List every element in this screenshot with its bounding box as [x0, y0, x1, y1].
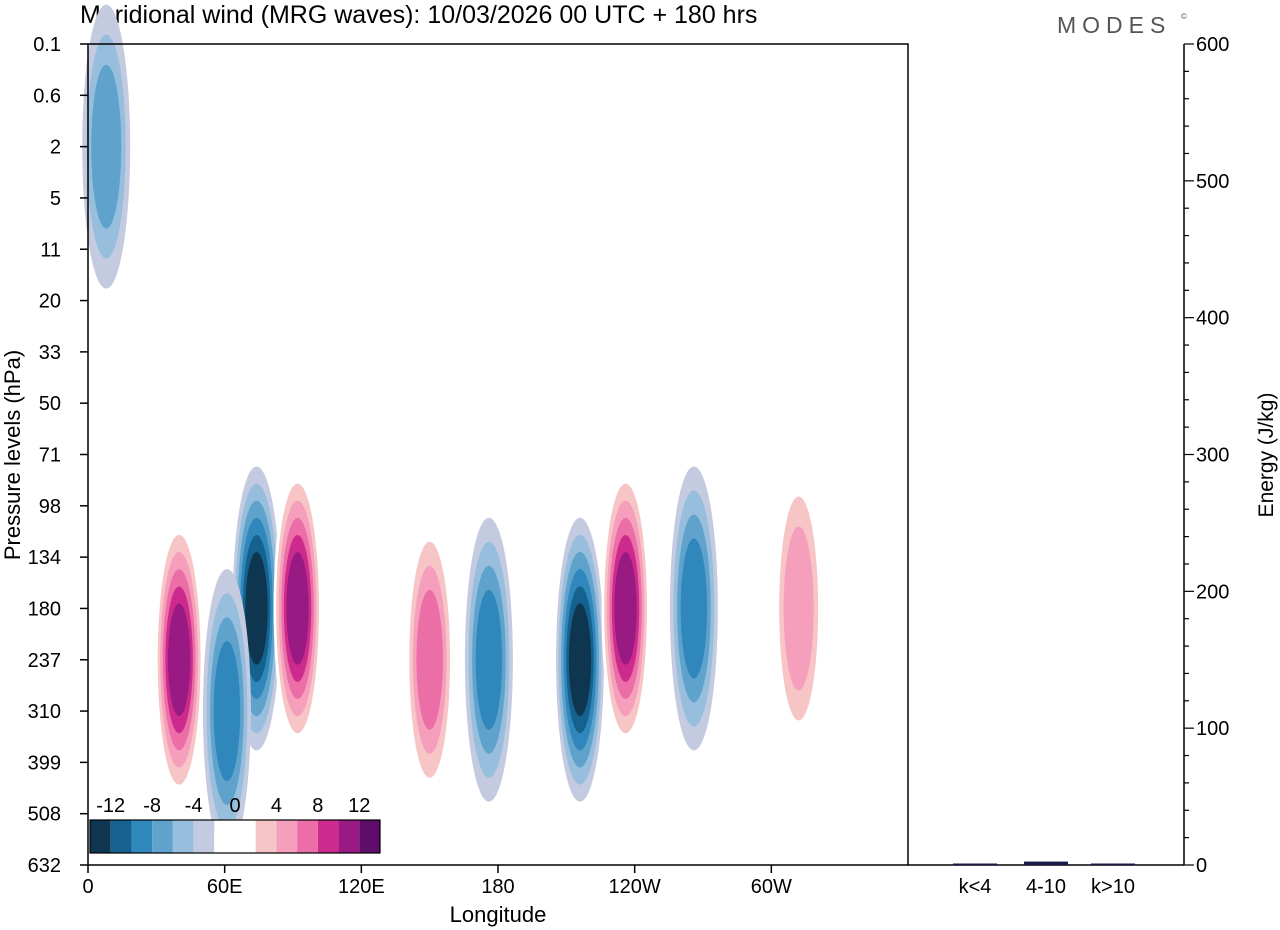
longitude-pressure-panel: 0.1 0.6 2 5 11 20 33 50 71 98 134 180 237 310 399 508 63… [0, 4, 909, 927]
wind-anomaly [405, 517, 454, 802]
wind-anomaly [202, 569, 251, 854]
y-tick-label: 2 [50, 137, 61, 159]
contour-level [475, 589, 503, 730]
contour-level [568, 603, 592, 717]
y-tick-label: 50 [39, 393, 61, 415]
y-tick-label: 0.6 [33, 85, 61, 107]
colorbar-swatch [359, 820, 380, 853]
colorbar-label: 8 [312, 795, 323, 817]
y-tick-label: 508 [28, 804, 61, 826]
energy-tick-label: 200 [1196, 581, 1229, 603]
x-tick-label: 60E [207, 876, 243, 898]
chart-title: Meridional wind (MRG waves): 10/03/2026 … [80, 1, 757, 29]
brand-mark: © [1181, 12, 1187, 21]
longitude-axis: 0 60E 120E 180 120W 60W [82, 865, 792, 898]
wind-anomaly [464, 517, 513, 802]
colorbar: -12 -8 -4 0 4 8 12 [89, 795, 381, 854]
contour-level [245, 552, 268, 665]
y-tick-label: 71 [39, 445, 61, 467]
y-tick-label: 11 [40, 239, 61, 261]
colorbar-swatch [317, 820, 339, 853]
y-tick-label: 0.1 [33, 34, 61, 56]
wind-anomaly [669, 466, 718, 751]
wavenumber-label: k<4 [959, 876, 992, 898]
y-tick-label: 134 [28, 547, 61, 569]
contour-level [783, 526, 814, 691]
y-tick-label: 237 [28, 650, 61, 672]
colorbar-swatch [193, 820, 215, 853]
y-tick-label: 180 [28, 598, 61, 620]
colorbar-frame [89, 819, 381, 854]
energy-panel: 0 100 200 300 400 500 600 k<4 4-10 k>10 Energy (… [908, 34, 1278, 898]
wind-anomaly [82, 4, 131, 289]
x-axis-label: Longitude [450, 902, 547, 927]
colorbar-label: -8 [143, 795, 161, 817]
colorbar-label: 12 [348, 795, 370, 817]
wind-anomaly [601, 466, 650, 751]
energy-tick-label: 600 [1196, 34, 1229, 56]
energy-axis-label: Energy (J/kg) [1255, 393, 1278, 518]
energy-bar [1024, 861, 1068, 865]
energy-bar [953, 863, 997, 865]
y-tick-label: 632 [28, 855, 61, 877]
colorbar-swatch [235, 820, 256, 853]
x-tick-label: 120E [338, 876, 385, 898]
y-tick-label: 399 [28, 752, 61, 774]
contour-level [680, 538, 708, 679]
colorbar-swatch [172, 820, 194, 853]
colorbar-swatch [110, 820, 132, 853]
contour-level [213, 641, 241, 782]
x-tick-label: 0 [82, 876, 93, 898]
colorbar-swatch [276, 820, 298, 853]
y-tick-label: 5 [50, 188, 61, 210]
energy-tick-label: 400 [1196, 308, 1229, 330]
energy-tick-label: 0 [1196, 855, 1207, 877]
wind-anomaly [273, 466, 322, 751]
y-tick-label: 33 [39, 342, 61, 364]
colorbar-swatch [152, 820, 173, 853]
wavenumber-label: k>10 [1091, 876, 1135, 898]
energy-axis: 0 100 200 300 400 500 600 [1184, 34, 1229, 877]
wind-anomaly [155, 517, 204, 802]
colorbar-label: 4 [271, 795, 282, 817]
y-tick-label: 310 [28, 701, 61, 723]
brand-logo: MODES [1057, 12, 1171, 38]
energy-bars [953, 861, 1135, 865]
contour-level [286, 552, 309, 665]
wind-anomaly [774, 466, 823, 751]
x-tick-label: 60W [751, 876, 792, 898]
colorbar-swatch [297, 820, 318, 853]
energy-bar [1091, 863, 1135, 865]
x-tick-label: 120W [609, 876, 661, 898]
pressure-axis: 0.1 0.6 2 5 11 20 33 50 71 98 134 180 237 310 399 508 63… [28, 34, 88, 877]
x-tick-label: 180 [481, 876, 514, 898]
colorbar-swatch [255, 820, 277, 853]
colorbar-swatch [338, 820, 360, 853]
contour-level [167, 603, 191, 717]
energy-tick-label: 300 [1196, 445, 1229, 467]
y-tick-label: 98 [39, 496, 61, 518]
y-tick-label: 20 [39, 291, 61, 313]
colorbar-label: 0 [229, 795, 240, 817]
colorbar-swatch [214, 820, 235, 853]
wind-anomaly [556, 517, 604, 802]
colorbar-label: -4 [185, 795, 203, 817]
contour-level [614, 552, 637, 665]
contour-level [91, 64, 122, 229]
wind-contour-field [82, 4, 823, 854]
wavenumber-label: 4-10 [1026, 876, 1066, 898]
contour-level [416, 589, 443, 730]
energy-tick-label: 500 [1196, 171, 1229, 193]
colorbar-label: -12 [96, 795, 125, 817]
y-axis-label: Pressure levels (hPa) [0, 350, 25, 560]
colorbar-swatch [90, 820, 111, 853]
colorbar-swatch [131, 820, 153, 853]
wavenumber-axis: k<4 4-10 k>10 [959, 876, 1135, 898]
energy-tick-label: 100 [1196, 718, 1229, 740]
